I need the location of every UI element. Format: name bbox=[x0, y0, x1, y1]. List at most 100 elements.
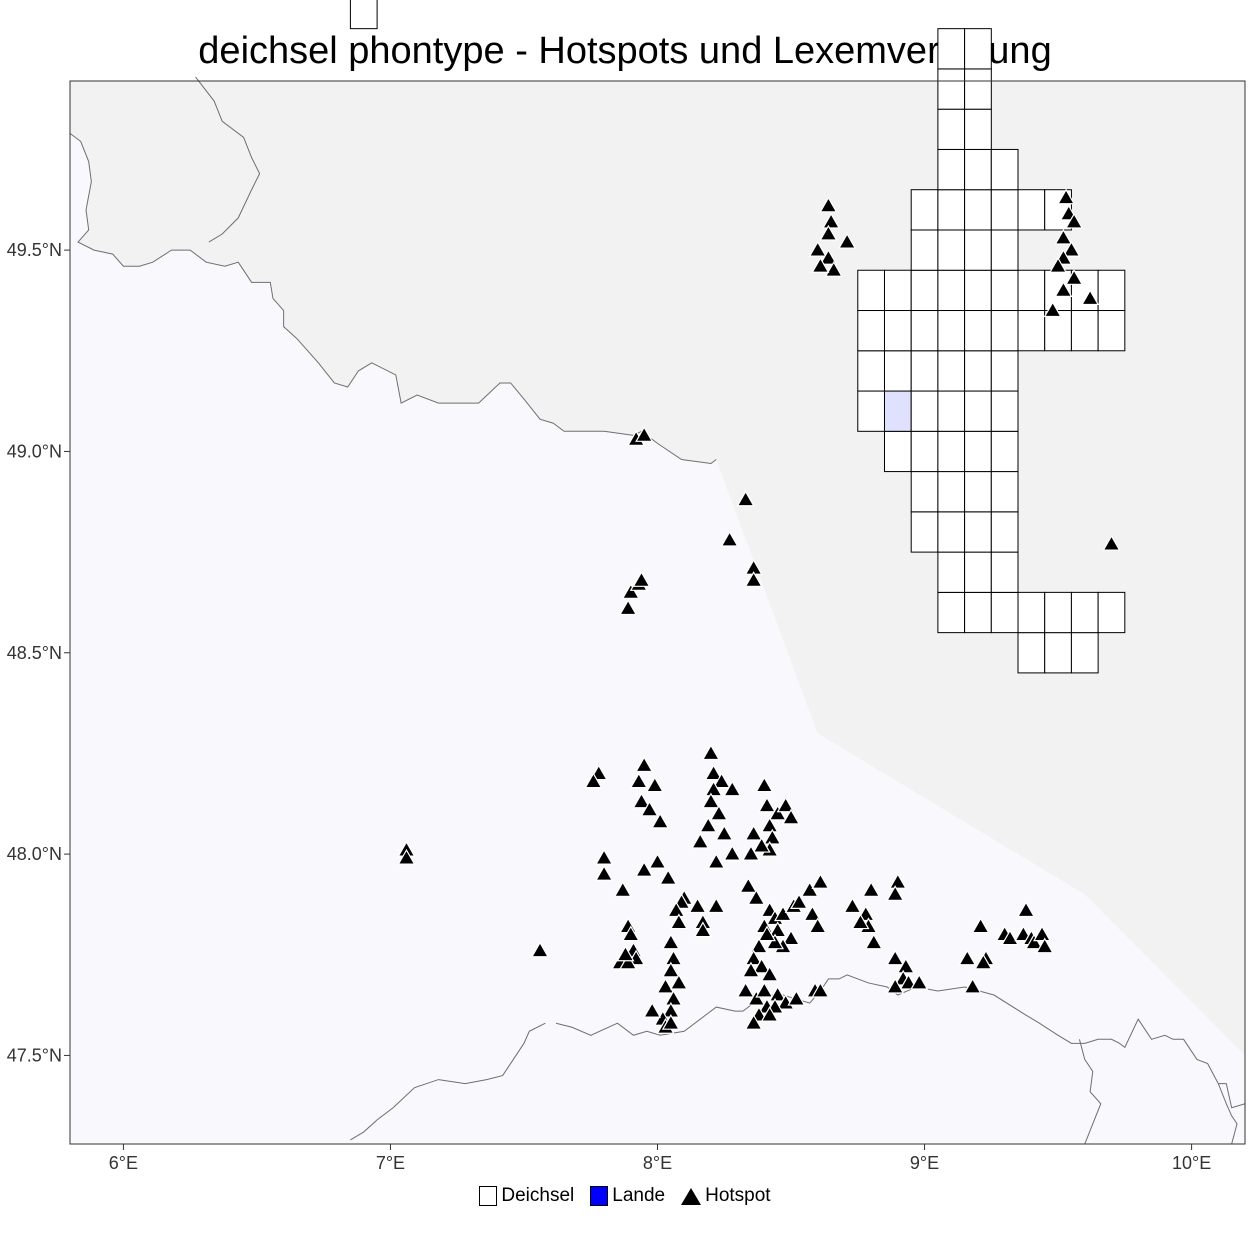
hotspot-marker bbox=[747, 889, 766, 905]
hotspot-marker bbox=[619, 953, 638, 970]
hotspot-marker bbox=[669, 913, 688, 930]
hotspot-marker bbox=[1054, 228, 1073, 245]
panel-border bbox=[69, 80, 1246, 1145]
grid-cell bbox=[1017, 591, 1046, 634]
hotspot-marker bbox=[800, 881, 819, 897]
grid-cell bbox=[964, 551, 992, 593]
legend-item-hotspot: Hotspot bbox=[681, 1185, 771, 1207]
grid-cells bbox=[349, 0, 1126, 674]
hotspot-marker bbox=[659, 869, 678, 885]
hotspot-marker bbox=[1062, 240, 1081, 257]
hotspot-marker bbox=[757, 796, 777, 813]
grid-cell bbox=[937, 350, 966, 392]
hotspot-marker bbox=[811, 873, 830, 889]
hotspot-markers bbox=[397, 188, 1121, 1034]
x-tick-label: 10°E bbox=[1172, 1153, 1211, 1173]
hotspot-marker bbox=[1102, 534, 1121, 551]
hotspot-marker bbox=[693, 921, 712, 938]
hotspot-marker bbox=[619, 599, 638, 616]
hotspot-marker bbox=[643, 1001, 662, 1018]
hotspot-marker bbox=[768, 921, 787, 938]
grid-cell bbox=[990, 390, 1019, 432]
grid-cell bbox=[1097, 310, 1126, 352]
grid-cell bbox=[964, 430, 992, 473]
grid-cell bbox=[964, 350, 992, 392]
grid-cell bbox=[883, 430, 912, 473]
hotspot-marker bbox=[651, 812, 670, 829]
hotspot-marker bbox=[736, 981, 755, 998]
grid-cell bbox=[1044, 632, 1072, 674]
border-line bbox=[1218, 1083, 1246, 1109]
hotspot-marker bbox=[621, 583, 640, 599]
hotspot-marker bbox=[910, 973, 929, 990]
grid-cell bbox=[964, 229, 992, 271]
y-axis: 47.5°N 48.0°N 48.5°N 49.0°N 49.5°N bbox=[7, 240, 70, 1065]
hotspot-marker bbox=[704, 780, 723, 797]
x-tick-label: 9°E bbox=[910, 1153, 939, 1173]
grid-cell bbox=[937, 269, 966, 312]
hotspot-marker bbox=[768, 804, 787, 821]
hotspot-marker bbox=[765, 933, 785, 950]
hotspot-marker bbox=[661, 961, 680, 978]
hotspot-marker bbox=[747, 989, 766, 1006]
grid-cell bbox=[964, 591, 992, 634]
hotspot-marker bbox=[755, 981, 774, 998]
grid-cell bbox=[990, 430, 1019, 473]
grid-cell bbox=[964, 28, 992, 70]
grid-cell bbox=[937, 229, 966, 271]
hotspot-marker bbox=[1065, 269, 1084, 285]
hotspot-marker bbox=[808, 917, 827, 934]
hotspot-marker bbox=[787, 989, 806, 1006]
hotspot-marker bbox=[709, 804, 728, 821]
hotspot-marker bbox=[741, 844, 760, 861]
hotspot-marker bbox=[819, 224, 838, 241]
hotspot-marker bbox=[648, 852, 667, 869]
grid-cell bbox=[964, 390, 992, 432]
grid-cell bbox=[990, 310, 1019, 352]
hotspot-marker bbox=[664, 949, 683, 966]
hotspot-marker bbox=[811, 257, 830, 273]
hotspot-marker bbox=[760, 816, 779, 833]
hotspot-marker bbox=[744, 571, 763, 587]
hotspot-marker bbox=[723, 844, 742, 861]
hotspot-marker bbox=[811, 981, 830, 998]
y-tick-label: 48.0°N bbox=[7, 844, 62, 864]
hotspot-marker bbox=[712, 772, 731, 789]
hotspot-marker bbox=[688, 897, 707, 914]
hotspot-marker bbox=[635, 426, 654, 442]
legend-label-lande: Lande bbox=[612, 1185, 666, 1206]
hotspot-marker bbox=[851, 913, 870, 930]
hotspot-marker bbox=[739, 877, 758, 893]
grid-cell bbox=[910, 269, 939, 312]
hotspot-marker bbox=[707, 852, 726, 869]
hotspot-marker bbox=[862, 881, 881, 897]
grid-cell bbox=[990, 511, 1019, 553]
country-borders bbox=[69, 76, 1246, 1145]
hotspot-marker bbox=[781, 808, 801, 825]
grid-cell bbox=[964, 108, 992, 150]
hotspot-marker bbox=[707, 897, 726, 914]
hotspot-marker bbox=[701, 744, 720, 761]
hotspot-marker bbox=[720, 530, 739, 547]
hotspot-marker bbox=[886, 949, 905, 966]
hotspot-marker bbox=[1057, 188, 1076, 205]
x-tick-label: 8°E bbox=[643, 1153, 672, 1173]
triangle-icon bbox=[681, 1187, 702, 1205]
grid-cell bbox=[1097, 591, 1126, 634]
hotspot-marker bbox=[595, 848, 614, 865]
hotspot-marker bbox=[896, 957, 915, 974]
grid-cell bbox=[1070, 632, 1099, 674]
hotspot-marker bbox=[822, 212, 841, 229]
grid-cell bbox=[910, 430, 939, 473]
y-tick-label: 47.5°N bbox=[7, 1045, 62, 1065]
grid-cell bbox=[883, 390, 912, 432]
grid-cell bbox=[937, 591, 966, 634]
x-tick-label: 6°E bbox=[109, 1153, 138, 1173]
border-line bbox=[69, 132, 717, 465]
grid-cell bbox=[910, 390, 939, 432]
hotspot-marker bbox=[704, 764, 723, 781]
hotspot-marker bbox=[1035, 937, 1054, 954]
hotspot-marker bbox=[1016, 901, 1036, 918]
hotspot-marker bbox=[763, 828, 782, 845]
